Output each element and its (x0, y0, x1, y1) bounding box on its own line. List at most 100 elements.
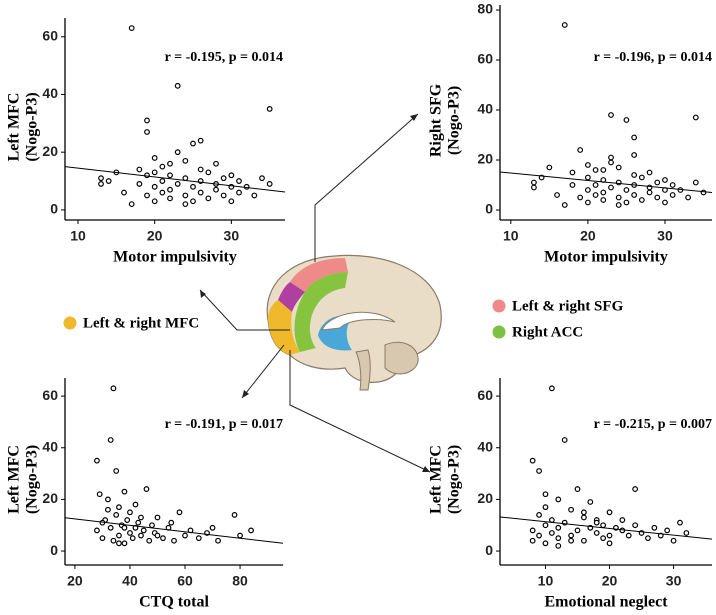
y-tick-label: 60 (477, 387, 493, 403)
point (615, 194, 622, 201)
point (619, 517, 626, 523)
point (700, 189, 707, 196)
point (646, 189, 653, 196)
x-tick-label: 30 (666, 573, 682, 589)
point (167, 186, 173, 193)
point (116, 504, 122, 511)
y-axis-label: Right SFG (428, 83, 445, 157)
mfc-upper-region (278, 282, 305, 312)
arrowhead (410, 114, 418, 121)
point (159, 163, 166, 170)
x-axis-label: Emotional neglect (544, 594, 668, 610)
point (144, 117, 150, 124)
point (625, 532, 632, 539)
legend-label: Right ACC (512, 324, 583, 340)
x-tick-label: 20 (147, 228, 163, 244)
point (608, 184, 614, 191)
point (110, 537, 117, 544)
arrowhead (422, 466, 430, 472)
y-tick-label: 80 (477, 1, 493, 17)
point (685, 194, 692, 201)
point (110, 385, 117, 392)
cerebellum (384, 341, 419, 375)
point (542, 540, 549, 547)
annotation: r = -0.215, p = 0.007 (594, 417, 712, 432)
point (195, 535, 202, 542)
point (606, 540, 613, 547)
point (136, 181, 143, 187)
y-axis-label: (Nogo-P3) (24, 92, 41, 161)
y-tick-label: 20 (42, 143, 58, 159)
point (190, 183, 196, 190)
point (138, 514, 144, 521)
trend-line (499, 516, 713, 540)
point (631, 172, 638, 178)
point (645, 535, 651, 542)
point (561, 202, 568, 208)
point (584, 174, 591, 181)
x-tick-label: 20 (602, 573, 618, 589)
point (662, 177, 668, 183)
point (529, 537, 536, 544)
point (569, 182, 576, 188)
point (555, 535, 562, 542)
point (228, 198, 235, 205)
y-tick-label: 20 (477, 490, 493, 506)
arrow (241, 344, 285, 399)
point (577, 194, 584, 201)
point (600, 522, 607, 529)
point (182, 532, 188, 539)
point (144, 172, 150, 179)
point (592, 192, 599, 198)
x-tick-label: 10 (503, 228, 519, 244)
point (600, 535, 607, 542)
point (531, 179, 537, 186)
point (154, 514, 161, 521)
point (140, 527, 147, 534)
point (182, 157, 189, 164)
trend-line (64, 166, 286, 193)
y-tick-label: 40 (477, 438, 493, 454)
point (182, 201, 189, 208)
legend-swatch (492, 325, 506, 339)
point (536, 468, 542, 474)
point (121, 524, 128, 531)
point (548, 385, 555, 392)
point (205, 169, 212, 176)
y-axis-label: (Nogo-P3) (446, 445, 463, 514)
point (182, 192, 189, 199)
point (632, 486, 639, 492)
point (190, 198, 196, 205)
x-tick-label: 80 (232, 573, 248, 589)
y-axis-label: (Nogo-P3) (446, 86, 463, 155)
y-tick-label: 0 (485, 201, 493, 217)
x-axis-label: Motor impulsivity (544, 249, 668, 266)
point (593, 530, 600, 536)
point (531, 184, 537, 191)
point (116, 532, 122, 539)
point (154, 532, 161, 539)
y-tick-label: 40 (477, 101, 493, 117)
x-tick-label: 20 (580, 228, 596, 244)
point (197, 137, 204, 144)
legend-label: Left & right SFG (512, 298, 624, 314)
legend-label: Left & right MFC (83, 315, 199, 331)
point (536, 511, 542, 518)
point (129, 535, 136, 542)
point (574, 527, 581, 534)
point (266, 181, 273, 187)
arrowhead (200, 290, 206, 298)
point (548, 517, 555, 523)
point (548, 530, 555, 536)
point (606, 532, 613, 539)
point (128, 201, 135, 208)
point (592, 182, 599, 188)
annotation: r = -0.191, p = 0.017 (165, 417, 283, 432)
point (113, 511, 120, 518)
point (94, 527, 100, 534)
point (174, 82, 181, 89)
point (623, 199, 630, 206)
point (631, 152, 638, 158)
point (662, 199, 668, 206)
